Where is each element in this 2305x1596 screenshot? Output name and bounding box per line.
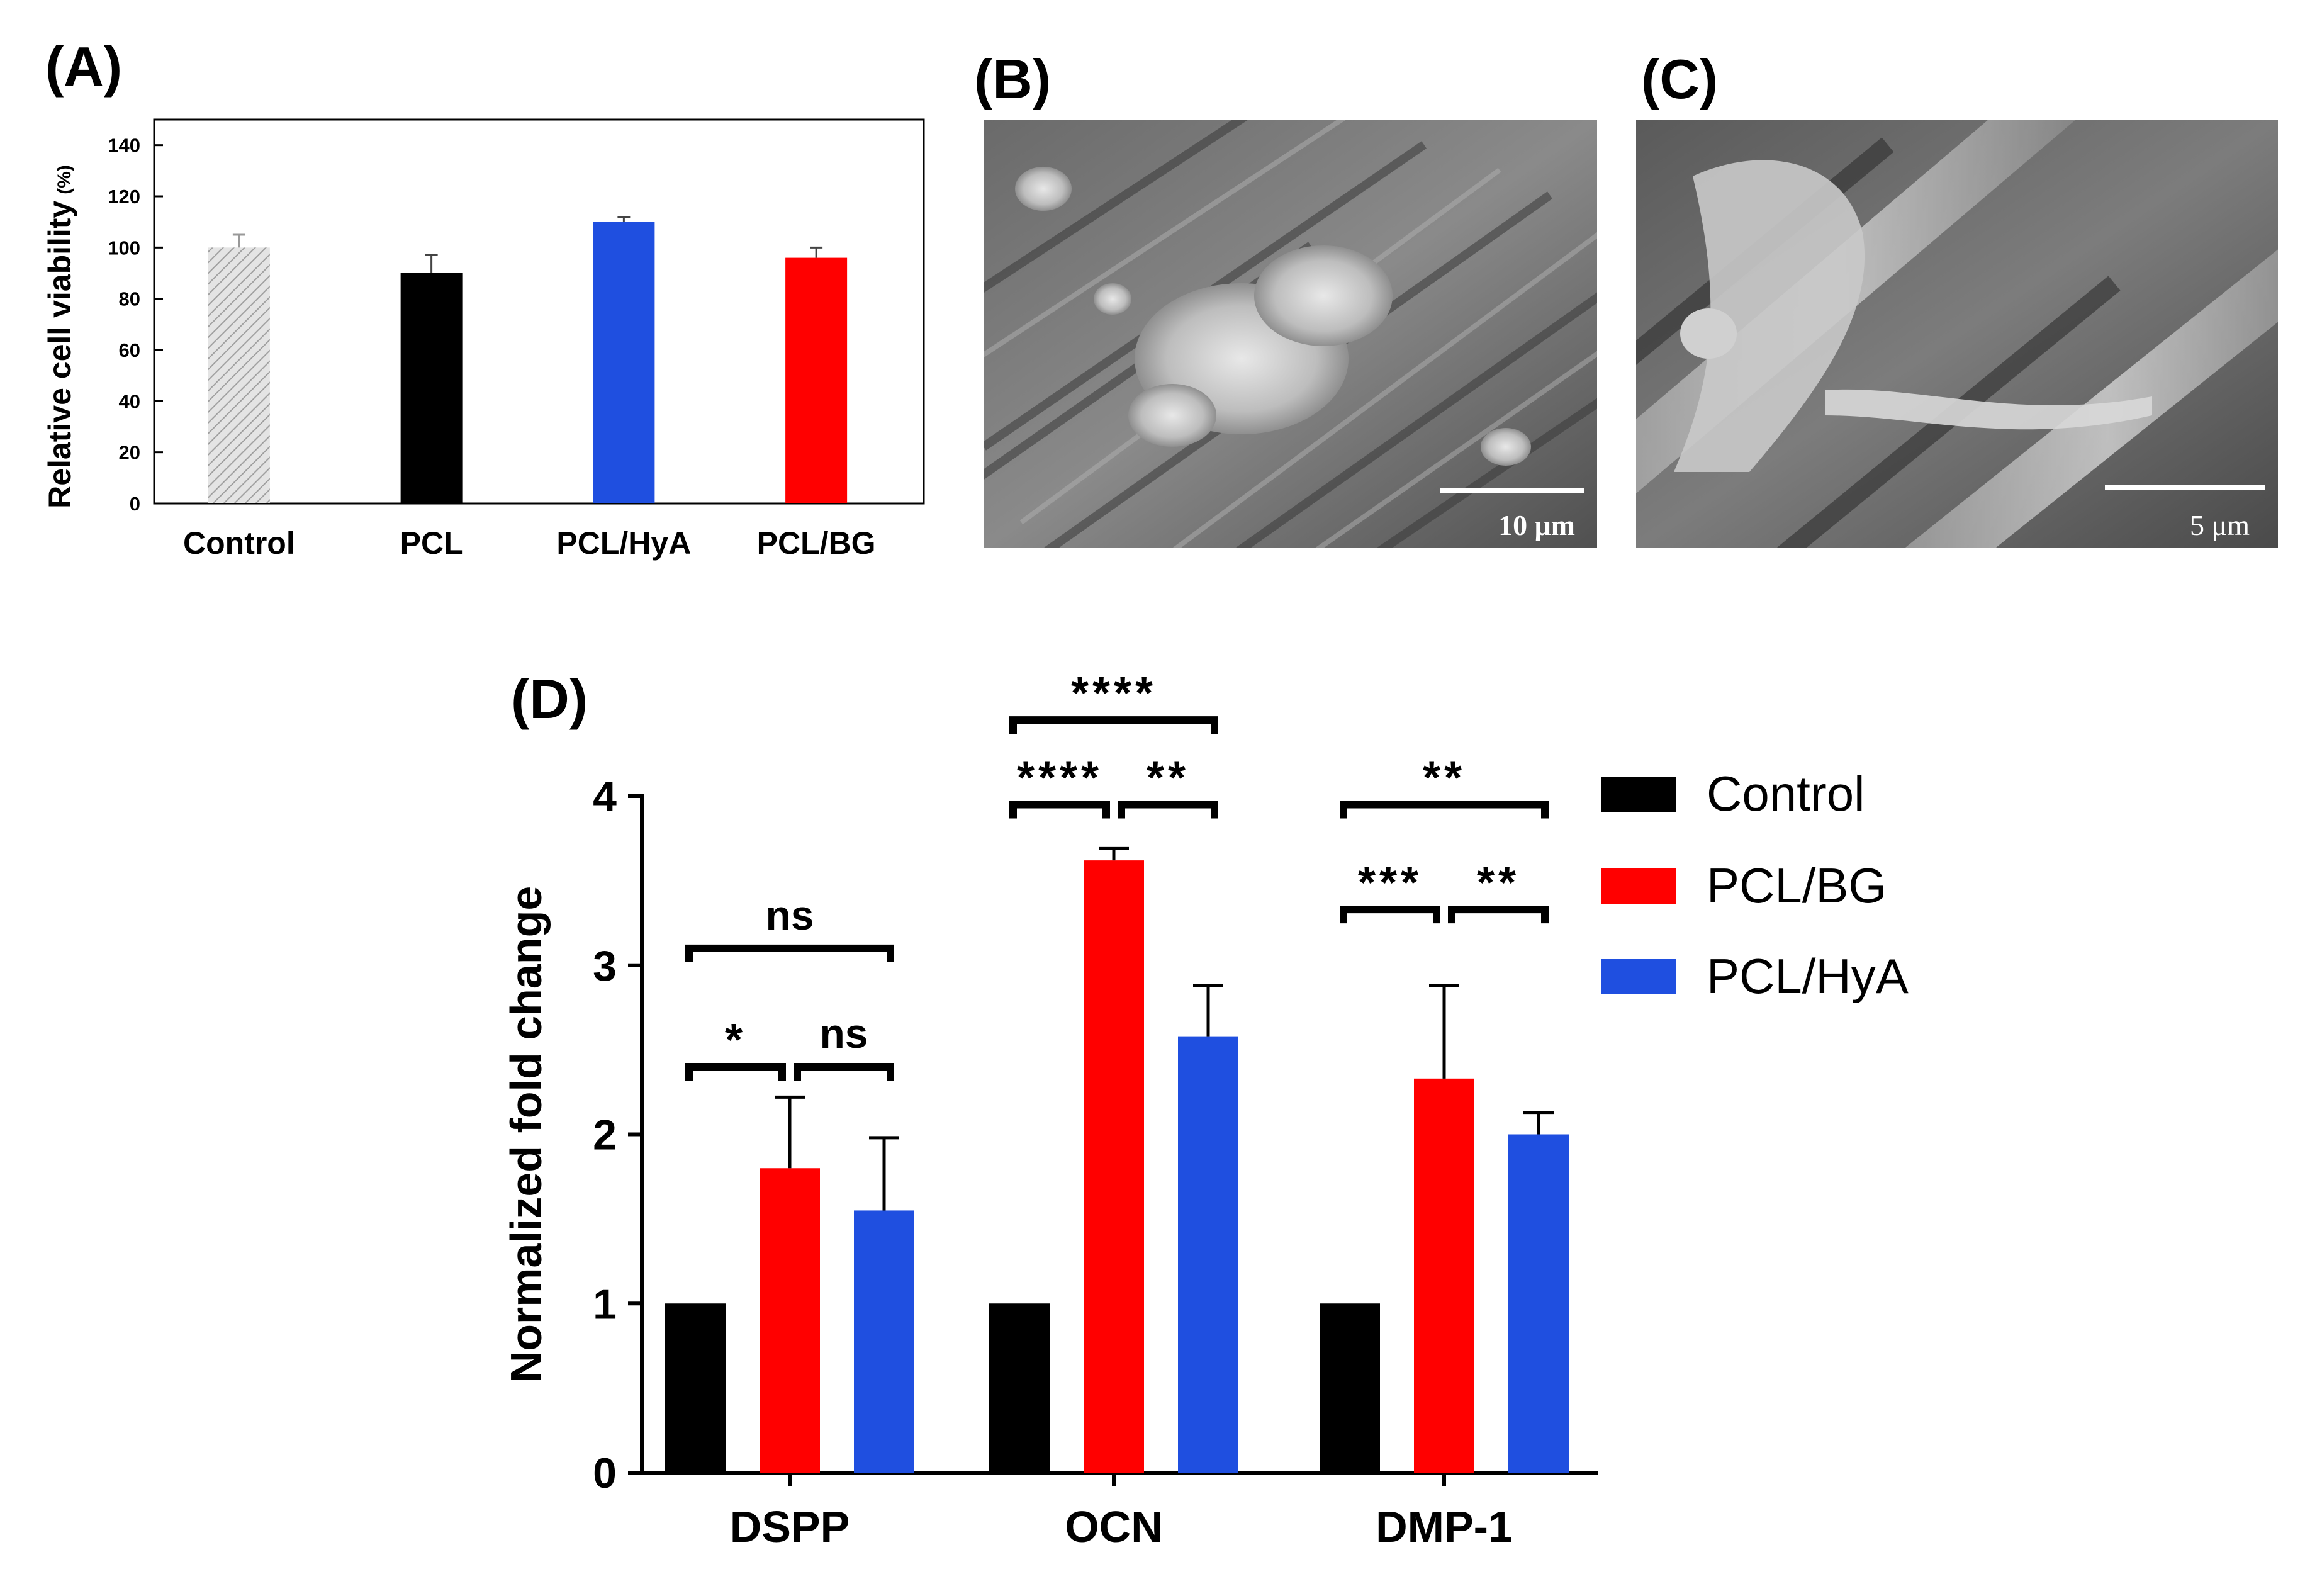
chart-d-sig-bracket-ocn [1009, 716, 1218, 734]
chart-d-sig-label: **** [1017, 753, 1102, 803]
panel-label-b: (B) [974, 48, 1052, 110]
chart-d-ytick-label: 1 [593, 1280, 617, 1328]
chart-d-sig-bracket-dmp-1 [1448, 906, 1549, 924]
chart-a-xtick-label: Control [183, 525, 295, 561]
chart-a-ylabel-text: Relative cell viability [42, 201, 77, 509]
chart-d-ytick-label: 4 [593, 773, 617, 821]
chart-d-sig-bracket-dspp [685, 1063, 786, 1081]
chart-d-bar-ocn-control [989, 1303, 1050, 1473]
chart-a-ytick-label: 40 [119, 390, 140, 412]
chart-d-bar-ocn-pcl-bg [1084, 860, 1144, 1473]
chart-d-sig-bracket-ocn [1118, 801, 1218, 819]
chart-a-ytick-label: 120 [108, 186, 140, 208]
chart-d-sig-bracket-dspp [685, 944, 894, 962]
chart-d-xtick-label: DSPP [730, 1502, 850, 1551]
chart-a-ytick-label: 60 [119, 339, 140, 361]
chart-d-ylabel: Normalized fold change [502, 886, 551, 1383]
sem-image-b-texture: 10 μm [984, 120, 1597, 548]
chart-a-xtick-label: PCL [400, 525, 463, 561]
panel-label-d: (D) [511, 668, 588, 730]
chart-d-sig-label: *** [1358, 858, 1422, 908]
chart-d-xtick-label: OCN [1065, 1502, 1163, 1551]
chart-d-bar-ocn-pcl-hya [1178, 1036, 1238, 1473]
scale-label-b: 10 μm [1498, 509, 1575, 541]
chart-a-bar-control [208, 247, 270, 503]
chart-d-ytick-label: 2 [593, 1111, 617, 1159]
sem-image-c-texture: 5 μm [1636, 120, 2278, 548]
chart-d-sig-label: ns [819, 1010, 868, 1057]
chart-a-ytick-label: 20 [119, 442, 140, 464]
chart-d-bar-dmp-1-pcl-bg [1414, 1078, 1474, 1473]
chart-d-legend-swatch-control [1601, 777, 1676, 812]
chart-d-legend-label: PCL/HyA [1707, 948, 1909, 1004]
chart-d-sig-label: ** [1423, 753, 1466, 803]
chart-d-legend-label: PCL/BG [1707, 858, 1887, 913]
chart-d-xtick-label: DMP-1 [1376, 1502, 1513, 1551]
chart-d-sig-bracket-dmp-1 [1340, 906, 1440, 924]
chart-d-ytick-label: 0 [593, 1449, 617, 1497]
sem-image-b: 10 μm [984, 120, 1597, 548]
chart-d-legend-label: Control [1707, 766, 1865, 821]
chart-d-bar-dspp-pcl-hya [854, 1210, 914, 1473]
chart-d-legend-swatch-pcl-bg [1601, 868, 1676, 904]
chart-a-ytick-label: 100 [108, 237, 140, 259]
chart-a-ylabel-unit: (%) [54, 165, 75, 194]
chart-d-legend-swatch-pcl-hya [1601, 959, 1676, 994]
scale-label-c: 5 μm [2190, 509, 2250, 541]
chart-d-sig-label: ** [1477, 858, 1520, 908]
chart-a-bar-pcl-bg [785, 257, 848, 503]
chart-d-sig-label: **** [1071, 668, 1157, 719]
chart-a-xtick-label: PCL/BG [757, 525, 876, 561]
chart-d-ytick-label: 3 [593, 942, 617, 990]
panel-label-a: (A) [45, 35, 123, 98]
sem-image-c: 5 μm [1636, 120, 2278, 548]
chart-d-bar-dspp-control [665, 1303, 726, 1473]
chart-d-bar-dmp-1-pcl-hya [1508, 1134, 1569, 1473]
chart-a-ytick-label: 0 [130, 493, 140, 515]
chart-d-bar-dspp-pcl-bg [760, 1168, 820, 1473]
chart-d-sig-label: ns [765, 892, 814, 938]
chart-d-sig-label: ** [1147, 753, 1189, 803]
panel-label-c: (C) [1641, 48, 1719, 110]
chart-a-bar-pcl-hya [593, 222, 655, 503]
chart-a-ylabel: Relative cell viability (%) [42, 165, 77, 509]
chart-d-sig-bracket-dspp [794, 1063, 894, 1081]
chart-a-ytick-label: 80 [119, 288, 140, 310]
chart-d-bar-dmp-1-control [1320, 1303, 1380, 1473]
chart-a-xtick-label: PCL/HyA [556, 525, 691, 561]
chart-a-ytick-label: 140 [108, 135, 140, 157]
chart-a-frame [153, 118, 925, 505]
chart-d-sig-bracket-dmp-1 [1340, 801, 1549, 819]
chart-a-bar-pcl [400, 273, 463, 503]
chart-d-sig-label: * [725, 1015, 746, 1065]
chart-d-sig-bracket-ocn [1009, 801, 1110, 819]
